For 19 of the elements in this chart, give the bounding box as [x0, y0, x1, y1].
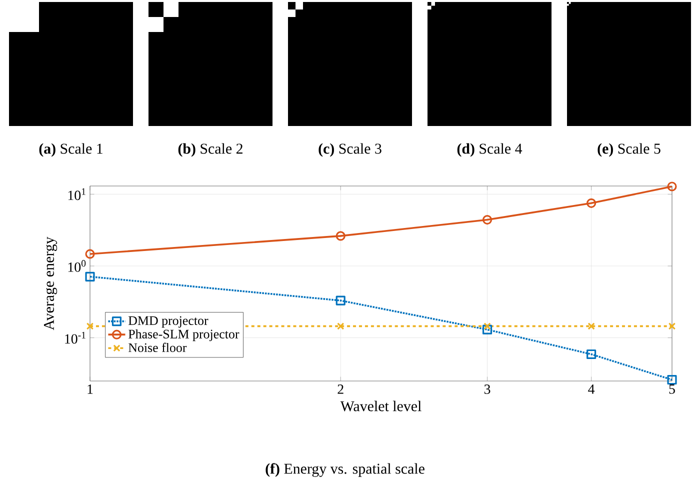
- text: (f) Energy vs. spatial scale: [266, 463, 424, 477]
- x-tick-label: 5: [669, 384, 675, 394]
- x-tick-label: 3: [484, 384, 490, 394]
- legend-label: Phase-SLM projector: [128, 329, 240, 342]
- y-tick-label: 10$^{-1}$: [65, 332, 86, 344]
- text: (b) Scale 2: [178, 143, 242, 157]
- text: (e) Scale 5: [598, 143, 660, 157]
- legend-label: DMD projector: [128, 316, 208, 328]
- legend-label: Noise floor: [128, 342, 187, 352]
- x-tick-label: 4: [588, 384, 595, 394]
- y-tick-label: 10$^{0}$: [68, 260, 86, 272]
- x-axis-title: Wavelet level: [340, 400, 422, 412]
- y-axis-title: Average energy: [44, 236, 58, 330]
- x-tick-label: 2: [338, 384, 344, 394]
- text: (c) Scale 3: [318, 143, 382, 157]
- text: (a) Scale 1: [39, 143, 102, 157]
- text: (d) Scale 4: [457, 143, 522, 157]
- y-tick-label: 10$^{1}$: [68, 188, 86, 200]
- x-tick-label: 1: [88, 384, 93, 394]
